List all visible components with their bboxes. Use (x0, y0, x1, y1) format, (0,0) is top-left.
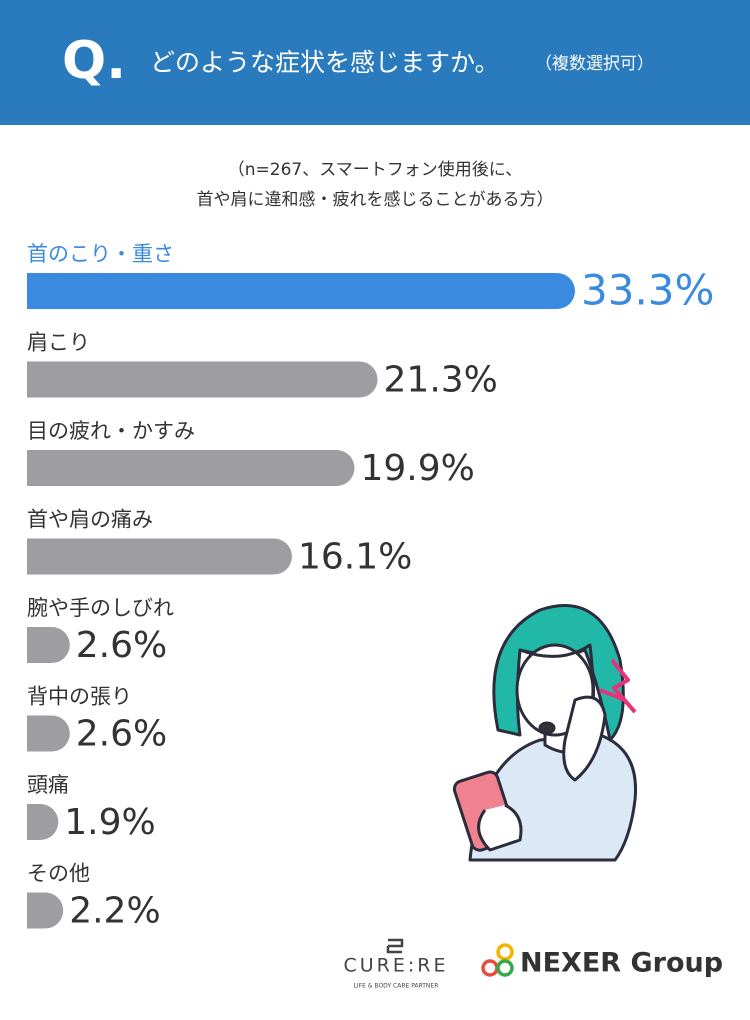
bar (27, 450, 355, 486)
value-label: 21.3% (384, 360, 498, 401)
subtitle: （n=267、スマートフォン使用後に、 (228, 159, 522, 180)
logo-nexer: NEXER Group (481, 943, 723, 979)
value-label: 1.9% (64, 802, 155, 843)
value-label: 2.6% (76, 625, 167, 666)
logo-cure: CURE:RE LIFE & BODY CARE PARTNER (344, 938, 449, 990)
subtitle: 首や肩に違和感・疲れを感じることがある方） (197, 190, 554, 210)
category-label: その他 (27, 862, 90, 886)
value-label: 33.3% (581, 266, 714, 315)
title-mark: Q. (62, 31, 126, 91)
category-label: 目の疲れ・かすみ (27, 419, 195, 443)
category-label: 首や肩の痛み (27, 508, 153, 532)
value-label: 2.2% (69, 891, 160, 932)
bar (27, 804, 59, 840)
bar (27, 273, 575, 309)
bar (27, 892, 64, 929)
category-label: 背中の張り (27, 685, 132, 709)
value-label: 2.6% (76, 714, 167, 755)
category-label: 肩こり (27, 331, 90, 355)
logo-text: NEXER Group (520, 948, 723, 979)
value-label: 16.1% (298, 537, 412, 578)
value-label: 19.9% (360, 448, 474, 489)
logo-tagline: LIFE & BODY CARE PARTNER (354, 983, 439, 990)
logo-text: CURE:RE (344, 955, 449, 977)
bar (27, 627, 70, 663)
illustration (452, 604, 638, 862)
bar (27, 715, 70, 752)
bar (27, 361, 378, 398)
bar (27, 538, 292, 575)
category-label: 頭痛 (27, 773, 69, 797)
category-label: 首のこり・重さ (27, 242, 174, 266)
header-band (0, 0, 750, 125)
title-note: （複数選択可） (535, 54, 654, 74)
category-label: 腕や手のしびれ (27, 596, 174, 620)
chart-title: どのような症状を感じますか。 (150, 48, 500, 77)
